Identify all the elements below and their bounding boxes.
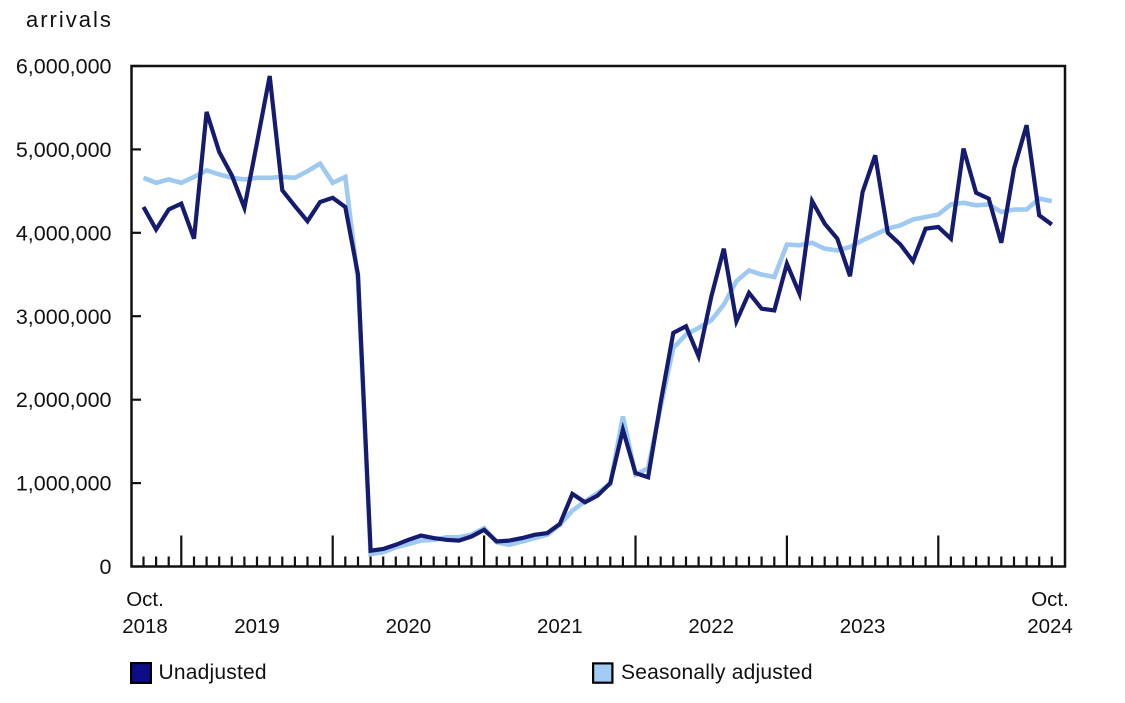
svg-text:2018: 2018 (122, 615, 168, 638)
svg-text:2021: 2021 (537, 615, 583, 638)
svg-text:2019: 2019 (234, 615, 280, 638)
svg-text:Seasonally adjusted: Seasonally adjusted (621, 661, 813, 684)
svg-text:6,000,000: 6,000,000 (16, 55, 112, 79)
svg-text:3,000,000: 3,000,000 (16, 305, 112, 329)
svg-text:Unadjusted: Unadjusted (159, 661, 267, 684)
svg-text:2020: 2020 (386, 615, 432, 638)
svg-text:2022: 2022 (688, 615, 734, 638)
svg-text:4,000,000: 4,000,000 (16, 221, 112, 245)
svg-text:2,000,000: 2,000,000 (16, 388, 112, 412)
svg-text:Oct.: Oct. (126, 588, 164, 611)
svg-text:0: 0 (100, 555, 112, 579)
svg-text:5,000,000: 5,000,000 (16, 138, 112, 162)
svg-text:2023: 2023 (840, 615, 886, 638)
svg-text:1,000,000: 1,000,000 (16, 472, 112, 496)
svg-text:2024: 2024 (1027, 615, 1073, 638)
svg-text:Oct.: Oct. (1031, 588, 1069, 611)
svg-text:arrivals: arrivals (26, 7, 113, 32)
